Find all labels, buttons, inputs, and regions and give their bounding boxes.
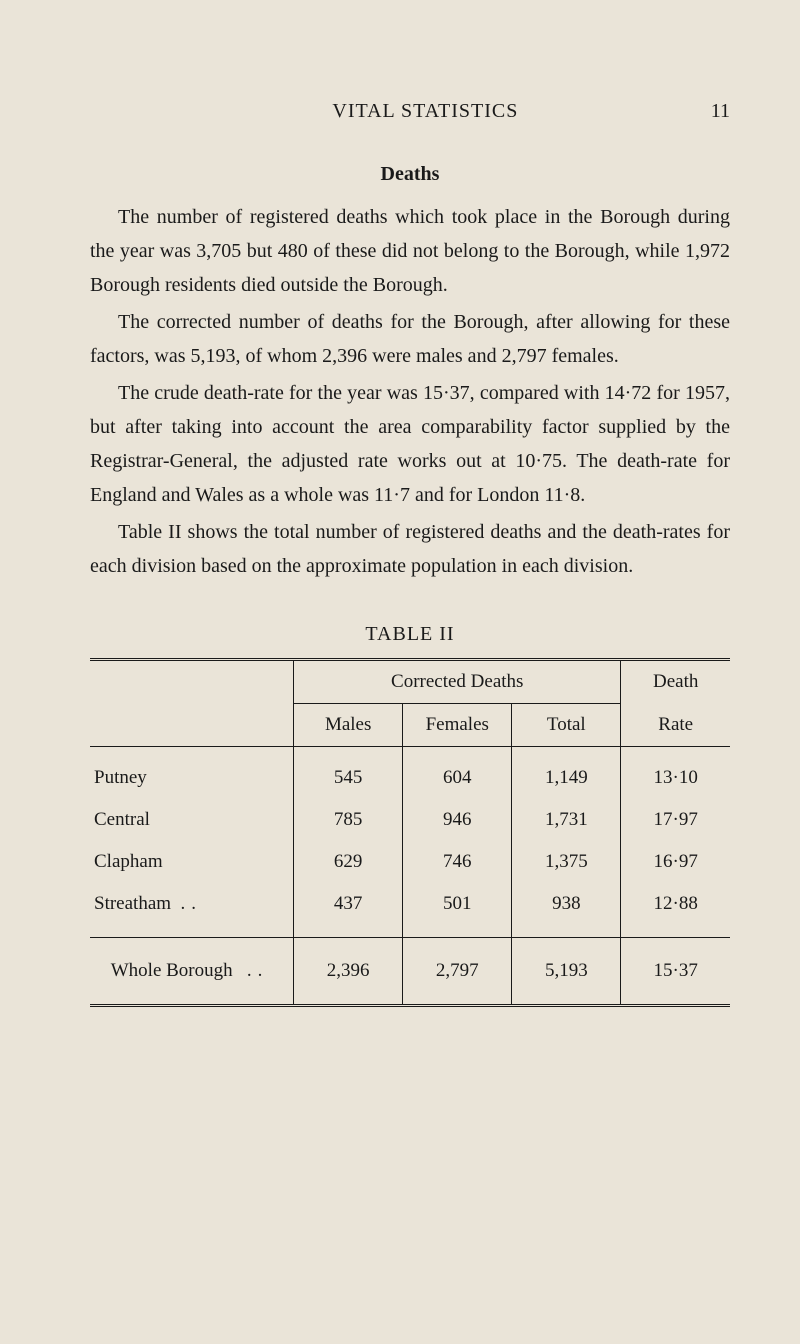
table-header-females: Females	[403, 704, 512, 747]
division-cell: Central	[90, 799, 294, 841]
rate-cell: 16·97	[621, 841, 730, 883]
summary-total: 5,193	[512, 938, 621, 1005]
table-row: Clapham 629 746 1,375 16·97	[90, 841, 730, 883]
header-title: VITAL STATISTICS	[90, 100, 711, 123]
total-cell: 938	[512, 883, 621, 938]
summary-females: 2,797	[403, 938, 512, 1005]
summary-label-text: Whole Borough	[111, 960, 233, 981]
division-cell: Streatham ..	[90, 883, 294, 938]
total-cell: 1,731	[512, 799, 621, 841]
table-header-total: Total	[512, 704, 621, 747]
section-subheading: Deaths	[90, 163, 730, 186]
males-cell: 437	[294, 883, 403, 938]
body-paragraph: The crude death-rate for the year was 15…	[90, 376, 730, 512]
table-summary-row: Whole Borough .. 2,396 2,797 5,193 15·37	[90, 938, 730, 1005]
page-header: VITAL STATISTICS 11	[90, 100, 730, 123]
table-header-empty	[90, 661, 294, 747]
table-row: Putney 545 604 1,149 13·10	[90, 747, 730, 800]
males-cell: 545	[294, 747, 403, 800]
page-number: 11	[711, 100, 730, 123]
rate-cell: 12·88	[621, 883, 730, 938]
males-cell: 629	[294, 841, 403, 883]
table-caption: TABLE II	[90, 623, 730, 646]
table-header-males: Males	[294, 704, 403, 747]
body-paragraph: Table II shows the total number of regis…	[90, 515, 730, 583]
females-cell: 604	[403, 747, 512, 800]
total-cell: 1,149	[512, 747, 621, 800]
dots: ..	[247, 960, 269, 981]
division-cell: Putney	[90, 747, 294, 800]
body-paragraph: The number of registered deaths which to…	[90, 200, 730, 302]
dots: ..	[181, 893, 203, 914]
table-row: Central 785 946 1,731 17·97	[90, 799, 730, 841]
females-cell: 946	[403, 799, 512, 841]
table-row: Streatham .. 437 501 938 12·88	[90, 883, 730, 938]
summary-rate: 15·37	[621, 938, 730, 1005]
total-cell: 1,375	[512, 841, 621, 883]
division-cell: Clapham	[90, 841, 294, 883]
summary-label: Whole Borough ..	[90, 938, 294, 1005]
females-cell: 501	[403, 883, 512, 938]
rate-cell: 17·97	[621, 799, 730, 841]
females-cell: 746	[403, 841, 512, 883]
rate-cell: 13·10	[621, 747, 730, 800]
table-header-group: Corrected Deaths	[294, 661, 621, 704]
males-cell: 785	[294, 799, 403, 841]
table-header-rate: Death	[621, 661, 730, 704]
table-header-rate: Rate	[621, 704, 730, 747]
data-table: Corrected Deaths Death Males Females Tot…	[90, 658, 730, 1007]
body-paragraph: The corrected number of deaths for the B…	[90, 305, 730, 373]
division-name: Central	[94, 809, 150, 830]
division-name: Putney	[94, 767, 147, 788]
summary-males: 2,396	[294, 938, 403, 1005]
division-name: Clapham	[94, 851, 163, 872]
division-name: Streatham	[94, 893, 171, 914]
